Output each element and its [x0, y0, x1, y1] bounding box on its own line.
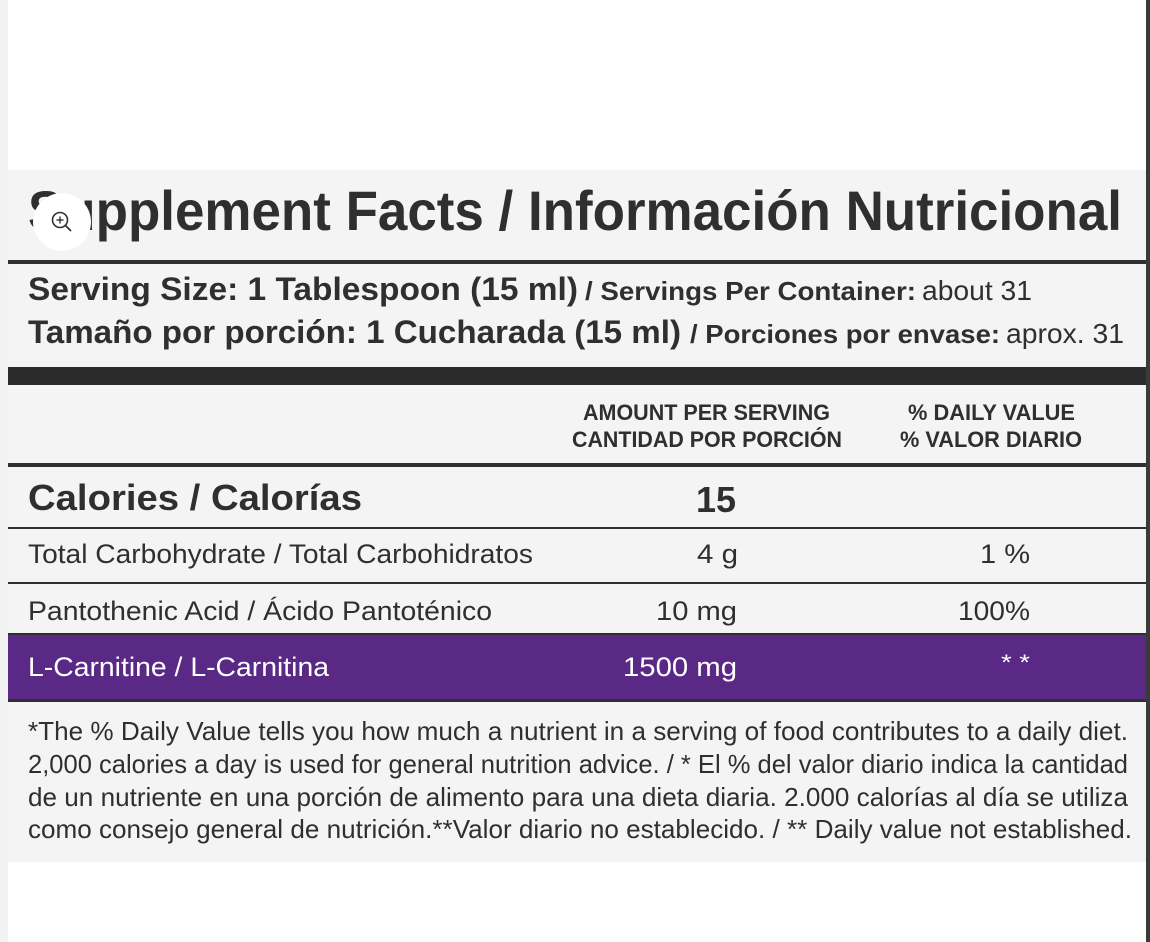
rule [8, 699, 1146, 702]
rule [8, 260, 1146, 264]
serving-size: Serving Size: 1 Tablespoon (15 ml) [28, 271, 578, 307]
zoom-button-bg[interactable] [33, 193, 91, 251]
column-header: % DAILY VALUE [908, 400, 1075, 425]
serving-size: Tamaño por porción: 1 Cucharada (15 ml) [28, 314, 681, 350]
label-panel [8, 170, 1146, 862]
nutrient-name: L-Carnitine / L-Carnitina [28, 652, 330, 682]
rule [8, 527, 1146, 529]
servings-amount: aprox. 31 [1006, 318, 1124, 349]
servings-amount: about 31 [922, 275, 1032, 306]
zoom-button[interactable] [33, 193, 91, 251]
rule [8, 633, 1146, 635]
footnote-line: de un nutriente en una porción de alimen… [28, 782, 1129, 812]
column-header: % VALOR DIARIO [900, 427, 1082, 452]
zoom-icon [51, 211, 69, 229]
nutrient-daily-value: * * [1001, 650, 1031, 675]
nutrient-name: Pantothenic Acid / Ácido Pantoténico [28, 596, 492, 626]
servings-per-container: / Porciones por envase: [690, 319, 1000, 349]
nutrient-amount: 4 g [697, 539, 738, 569]
nutrient-daily-value: 1 % [980, 539, 1030, 569]
nutrient-amount: 15 [696, 479, 736, 520]
nutrient-daily-value: 100% [958, 596, 1030, 626]
label-title: Supplement Facts / Información Nutricion… [28, 179, 1122, 242]
thick-rule [8, 367, 1146, 385]
servings-per-container: / Servings Per Container: [585, 276, 916, 306]
footnote-line: *The % Daily Value tells you how much a … [28, 716, 1128, 746]
rule [8, 463, 1146, 467]
rule [8, 582, 1146, 584]
nutrient-name: Total Carbohydrate / Total Carbohidratos [28, 539, 533, 569]
nutrient-amount: 1500 mg [623, 652, 737, 682]
footnote-line: 2,000 calories a day is used for general… [28, 749, 1128, 779]
footnote-line: como consejo general de nutrición.**Valo… [28, 814, 1132, 844]
column-header: AMOUNT PER SERVING [583, 400, 830, 425]
nutrient-name: Calories / Calorías [28, 477, 362, 518]
column-header: CANTIDAD POR PORCIÓN [572, 427, 842, 452]
zoom-icon [64, 224, 72, 232]
left-edge [0, 0, 8, 942]
right-edge [1146, 0, 1150, 942]
nutrient-amount: 10 mg [656, 596, 737, 626]
highlight-row [8, 635, 1146, 699]
